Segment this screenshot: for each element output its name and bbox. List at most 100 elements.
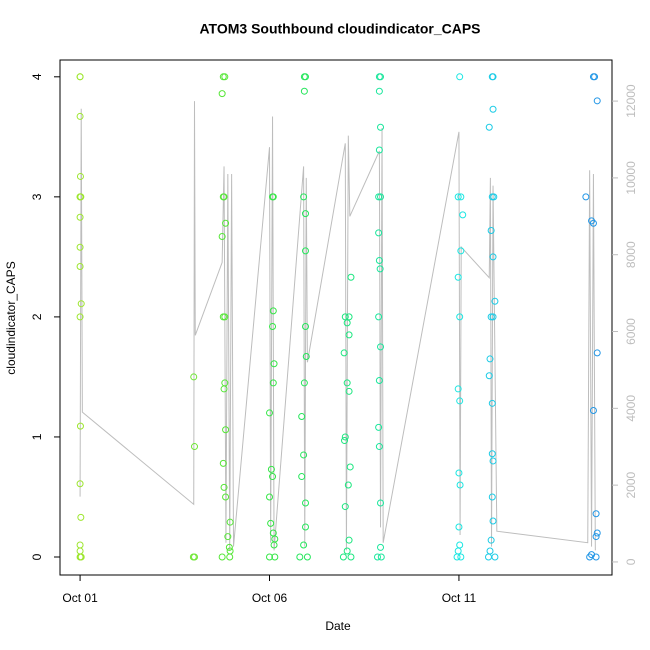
point: [296, 553, 304, 561]
point: [487, 536, 495, 544]
point: [456, 73, 464, 81]
point: [593, 97, 601, 105]
point: [487, 226, 495, 234]
point: [266, 553, 274, 561]
point: [377, 499, 385, 507]
point: [375, 229, 383, 237]
point: [221, 313, 229, 321]
point: [343, 319, 351, 327]
point: [486, 355, 494, 363]
point: [343, 379, 351, 387]
point: [76, 553, 84, 561]
point: [589, 407, 597, 415]
y2-tick-label: 0: [624, 558, 638, 565]
point: [591, 73, 599, 81]
y2-tick-label: 12000: [624, 84, 638, 118]
point: [222, 493, 230, 501]
point: [375, 193, 383, 201]
point: [270, 541, 278, 549]
point: [190, 443, 198, 451]
y2-tick-label: 10000: [624, 161, 638, 195]
point: [341, 433, 349, 441]
point: [298, 473, 306, 481]
point: [218, 90, 226, 98]
point: [377, 193, 385, 201]
point: [455, 523, 463, 531]
point: [456, 481, 464, 489]
point: [593, 349, 601, 357]
point: [589, 219, 597, 227]
point: [300, 193, 308, 201]
point: [343, 547, 351, 555]
point: [454, 385, 462, 393]
point: [269, 193, 277, 201]
point: [302, 323, 310, 331]
point: [300, 451, 308, 459]
point: [76, 313, 84, 321]
x-tick-label: Oct 01: [62, 591, 98, 605]
point: [457, 247, 465, 255]
x-tick-label: Oct 06: [252, 591, 288, 605]
x-axis-label: Date: [325, 619, 351, 633]
y-tick-label: 2: [30, 313, 44, 320]
point: [190, 553, 198, 561]
point: [222, 426, 230, 434]
point: [487, 313, 495, 321]
point: [302, 499, 310, 507]
y2-tick-label: 8000: [624, 241, 638, 268]
point: [220, 385, 228, 393]
point: [76, 213, 84, 221]
point: [459, 211, 467, 219]
point: [76, 422, 84, 430]
point: [489, 457, 497, 465]
point: [484, 553, 492, 561]
point: [218, 232, 226, 240]
y2-tick-label: 4000: [624, 395, 638, 422]
point: [218, 553, 226, 561]
point: [267, 465, 275, 473]
point: [269, 307, 277, 315]
point: [592, 533, 600, 541]
point: [224, 533, 232, 541]
point: [456, 541, 464, 549]
point: [375, 443, 383, 451]
point: [219, 193, 227, 201]
point: [221, 73, 229, 81]
point: [226, 518, 234, 526]
point: [76, 243, 84, 251]
point: [489, 253, 497, 261]
point: [345, 536, 353, 544]
point: [302, 210, 310, 218]
point: [266, 493, 274, 501]
point: [76, 547, 84, 555]
point: [377, 73, 385, 81]
point: [454, 193, 462, 201]
point: [488, 493, 496, 501]
point: [375, 87, 383, 95]
point: [453, 553, 461, 561]
point: [491, 553, 499, 561]
plot-box: [59, 59, 613, 576]
point: [345, 387, 353, 395]
point: [225, 543, 233, 551]
y2-line: [79, 101, 596, 551]
point: [302, 353, 310, 361]
point: [375, 256, 383, 264]
y-tick-label: 1: [30, 433, 44, 440]
point: [488, 450, 496, 458]
point: [266, 409, 274, 417]
point: [454, 273, 462, 281]
point: [485, 372, 493, 380]
point: [582, 193, 590, 201]
point: [373, 553, 381, 561]
point: [345, 313, 353, 321]
point: [76, 172, 84, 180]
y2-tick-label: 6000: [624, 318, 638, 345]
point: [300, 541, 308, 549]
point: [489, 517, 497, 525]
point: [76, 73, 84, 81]
point: [76, 541, 84, 549]
chart-title: ATOM3 Southbound cloudindicator_CAPS: [199, 21, 480, 37]
point: [491, 297, 499, 305]
